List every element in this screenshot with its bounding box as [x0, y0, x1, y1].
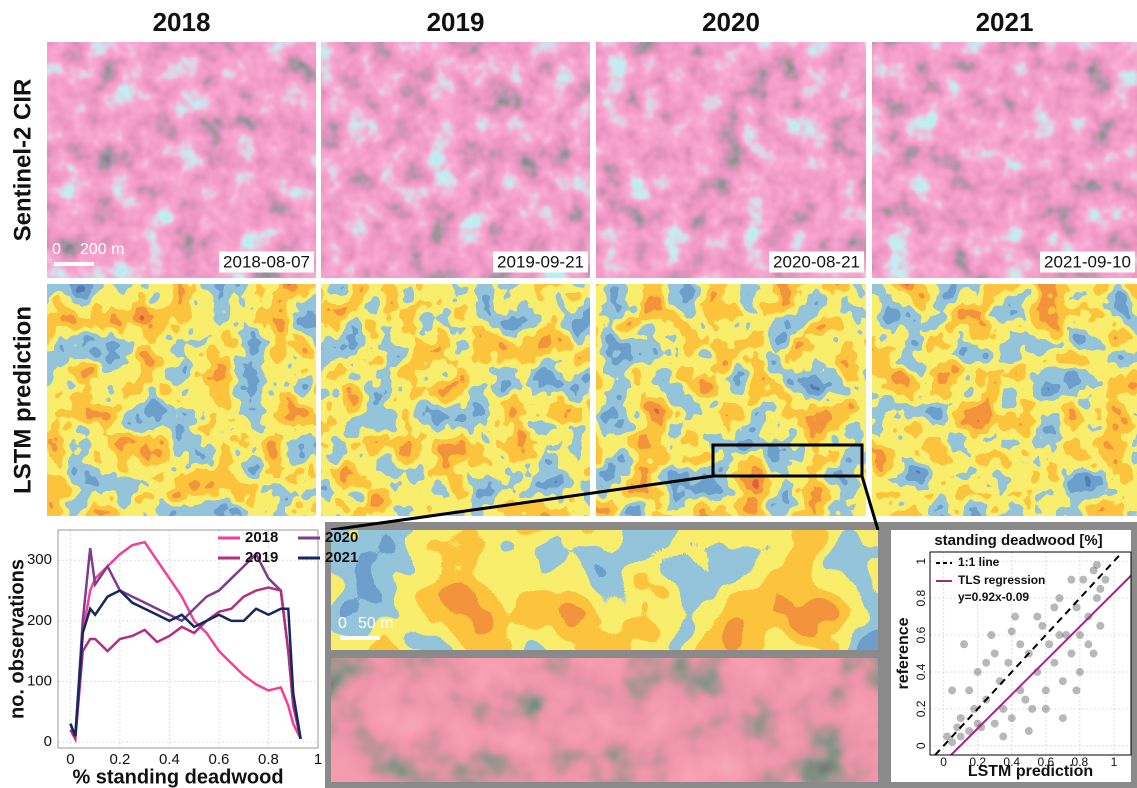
- y-tick-label: 0.8: [914, 589, 928, 606]
- scatter-point: [1079, 576, 1087, 584]
- lstm-image: [47, 284, 316, 516]
- equation: y=0.92x-0.09: [958, 590, 1029, 604]
- scatter-point: [991, 650, 999, 658]
- scatter-point: [948, 738, 956, 746]
- scatter-point: [1096, 585, 1104, 593]
- year-header: 2019: [427, 7, 485, 37]
- y-tick-label: 200: [27, 612, 52, 629]
- y-tick-label: 0.6: [914, 626, 928, 643]
- x-axis-label: LSTM prediction: [968, 763, 1093, 780]
- legend-label: 2021: [325, 549, 358, 566]
- scatter-point: [1072, 686, 1080, 694]
- date-label: 2020-08-21: [773, 252, 860, 271]
- date-label: 2018-08-07: [223, 252, 310, 271]
- scatter-point: [1093, 561, 1101, 569]
- y-tick-label: 0.2: [914, 700, 928, 717]
- scatter-point: [1016, 640, 1024, 648]
- scatter-point: [1033, 613, 1041, 621]
- legend-label: TLS regression: [958, 573, 1045, 587]
- x-tick-label: 0: [940, 755, 947, 769]
- scatter-point: [991, 720, 999, 728]
- scatter-point: [1059, 714, 1067, 722]
- y-axis-label: reference: [895, 617, 912, 689]
- scatter-point: [974, 668, 982, 676]
- scatter-point: [1090, 650, 1098, 658]
- lstm-image: [321, 284, 590, 516]
- scatter-point: [1050, 603, 1058, 611]
- scatter-point: [965, 686, 973, 694]
- scatter-point: [957, 714, 965, 722]
- scatter-point: [1028, 705, 1036, 713]
- year-header: 2020: [702, 7, 760, 37]
- y-tick-label: 0: [44, 733, 52, 750]
- inset-lstm: [331, 530, 878, 650]
- lstm-image: [596, 284, 866, 516]
- series-line: [70, 548, 300, 739]
- scatter-point: [1045, 640, 1053, 648]
- scatter-point: [1067, 576, 1075, 584]
- date-label: 2021-09-10: [1044, 252, 1131, 271]
- scatter-point: [1021, 696, 1029, 704]
- scale-label: 50 m: [358, 615, 394, 632]
- row-label: LSTM prediction: [9, 306, 36, 494]
- legend-label: 2020: [325, 529, 358, 546]
- chart-title: standing deadwood [%]: [934, 532, 1102, 549]
- row-label: Sentinel-2 CIR: [9, 79, 36, 242]
- y-tick-label: 0: [914, 742, 928, 749]
- scatter-point: [1050, 659, 1058, 667]
- scatter-point: [1055, 631, 1063, 639]
- scale-bar: [340, 636, 380, 640]
- cir-image: [321, 42, 590, 278]
- scatter-point: [1067, 650, 1075, 658]
- scatter-point: [948, 686, 956, 694]
- year-header: 2021: [976, 7, 1034, 37]
- y-tick-label: 300: [27, 551, 52, 568]
- y-tick-label: 100: [27, 672, 52, 689]
- cir-image: [596, 42, 866, 278]
- scatter-point: [1096, 622, 1104, 630]
- y-axis-label: no. observations: [6, 559, 28, 719]
- scatter-point: [960, 640, 968, 648]
- figure: 2018 2018-08-07 2019 2019-09-21 2020 2020-08-…: [0, 0, 1137, 788]
- scatter-point: [999, 733, 1007, 741]
- x-tick-label: 1: [1111, 755, 1118, 769]
- scatter-point: [1038, 622, 1046, 630]
- series-line: [70, 588, 300, 739]
- scatter-point: [1084, 640, 1092, 648]
- lstm-image: [872, 284, 1137, 516]
- scale-label: 200 m: [80, 241, 124, 258]
- scatter-point: [1093, 594, 1101, 602]
- series-line: [70, 591, 300, 739]
- scatter-point: [1055, 594, 1063, 602]
- scatter-point: [1059, 677, 1067, 685]
- inset-aerial: [331, 658, 878, 782]
- scatter-point: [1004, 659, 1012, 667]
- scatter-point: [1042, 686, 1050, 694]
- scatter-point: [1025, 727, 1033, 735]
- scatter-point: [957, 733, 965, 741]
- scale-label: 0: [338, 615, 347, 632]
- y-tick-label: 1: [914, 558, 928, 565]
- scale-label: 0: [52, 241, 61, 258]
- scatter-point: [1042, 705, 1050, 713]
- year-header: 2018: [153, 7, 211, 37]
- date-label: 2019-09-21: [497, 252, 584, 271]
- axes-frame: [58, 530, 318, 748]
- scatter-point: [1008, 627, 1016, 635]
- scatter-point: [987, 631, 995, 639]
- scale-bar: [54, 262, 94, 266]
- legend-label: 2018: [245, 529, 278, 546]
- legend-label: 2019: [245, 549, 278, 566]
- scatter-point: [1101, 576, 1109, 584]
- x-tick-label: 1: [314, 751, 322, 768]
- x-axis-label: % standing deadwood: [72, 766, 283, 788]
- scatter-point: [982, 659, 990, 667]
- scatter-point: [1011, 613, 1019, 621]
- y-tick-label: 0.4: [914, 663, 928, 680]
- scatter-point: [1076, 668, 1084, 676]
- legend-label: 1:1 line: [958, 555, 1000, 569]
- scatter-point: [1076, 631, 1084, 639]
- scatter-point: [1008, 714, 1016, 722]
- cir-image: [872, 42, 1137, 278]
